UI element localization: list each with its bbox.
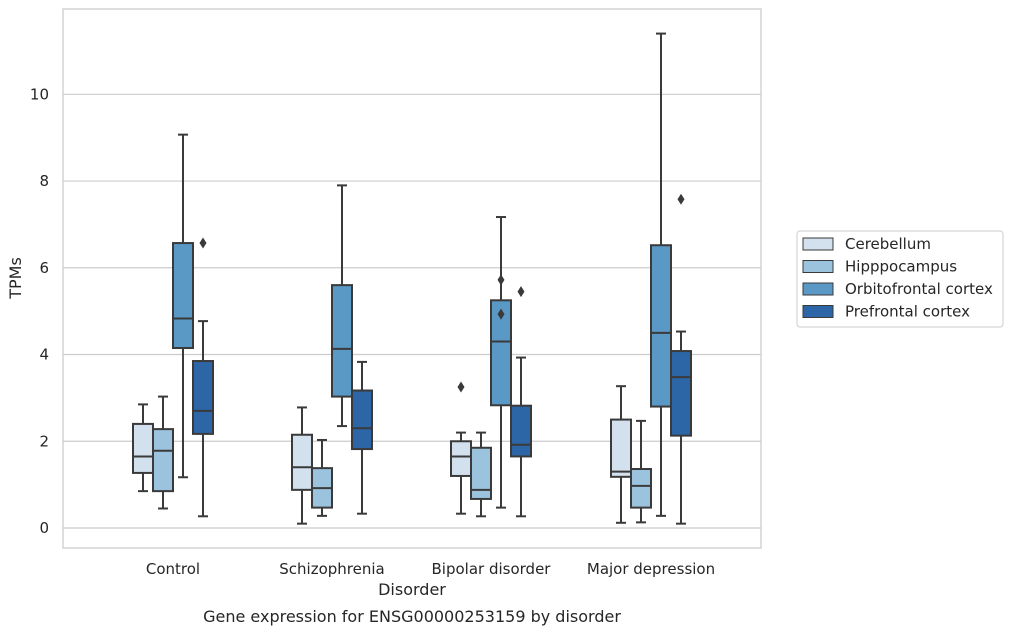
box-body — [152, 428, 174, 493]
legend-label: Hipppocampus — [845, 258, 957, 276]
box-body — [630, 468, 652, 509]
box-body — [351, 389, 373, 451]
box-body — [650, 244, 672, 408]
box-body — [510, 404, 532, 458]
box — [650, 32, 672, 517]
legend-item: Prefrontal cortex — [802, 303, 970, 321]
box — [152, 395, 174, 510]
x-tick-label: Control — [146, 560, 200, 578]
y-tick-label: 4 — [39, 346, 49, 364]
x-tick-label: Schizophrenia — [279, 560, 384, 578]
legend-item: Cerebellum — [802, 235, 931, 253]
box — [490, 216, 512, 509]
box — [351, 360, 373, 515]
series-hipppocampus — [152, 395, 652, 524]
series-prefrontal-cortex — [192, 193, 692, 525]
box — [610, 385, 632, 524]
box — [291, 406, 313, 525]
y-tick-label: 2 — [39, 432, 49, 450]
outlier-point — [677, 193, 685, 205]
box-body — [331, 284, 353, 398]
legend-swatch — [802, 237, 834, 251]
box-body — [470, 446, 492, 500]
box-body — [450, 440, 472, 477]
x-tick-label: Bipolar disorder — [432, 560, 552, 578]
box — [510, 286, 532, 518]
box — [450, 381, 472, 515]
box — [192, 237, 214, 518]
box-body — [670, 350, 692, 437]
legend-item: Orbitofrontal cortex — [802, 280, 993, 298]
outlier-point — [497, 308, 505, 320]
y-tick-label: 10 — [30, 85, 49, 103]
box-body — [291, 433, 313, 491]
series-orbitofrontal-cortex — [172, 32, 672, 517]
y-axis-label: TPMs — [6, 257, 25, 300]
legend-swatch — [802, 260, 834, 273]
legend-swatch — [802, 282, 834, 296]
x-axis-ticks: Control Schizophrenia Bipolar disorder Majo… — [146, 560, 715, 578]
y-tick-label: 8 — [39, 172, 49, 190]
legend-label: Cerebellum — [845, 235, 931, 253]
legend-label: Orbitofrontal cortex — [845, 280, 993, 298]
box — [172, 133, 194, 479]
box — [331, 184, 353, 428]
outlier-point — [497, 274, 505, 286]
box-body — [610, 418, 632, 478]
y-tick-label: 6 — [39, 259, 49, 277]
box — [132, 403, 154, 493]
box — [470, 431, 492, 518]
chart-caption: Gene expression for ENSG00000253159 by d… — [203, 607, 621, 626]
box-body — [490, 299, 512, 407]
box — [311, 438, 333, 517]
legend-item: Hipppocampus — [802, 258, 957, 276]
box-body — [172, 242, 194, 350]
legend-swatch — [802, 305, 834, 318]
outlier-point — [517, 286, 525, 298]
outlier-point — [199, 237, 207, 249]
legend: Cerebellum Hipppocampus Orbitofrontal cort… — [796, 230, 1004, 328]
box — [630, 419, 652, 524]
x-axis-label: Disorder — [378, 580, 446, 599]
legend-label: Prefrontal cortex — [845, 303, 970, 321]
box-body — [132, 422, 154, 474]
x-tick-label: Major depression — [587, 560, 715, 578]
outlier-point — [457, 381, 465, 393]
legend-frame — [796, 230, 1004, 328]
y-axis-ticks: 0 2 4 6 8 10 — [30, 85, 49, 537]
box-series — [132, 32, 692, 525]
box — [670, 193, 692, 525]
box-body — [192, 360, 214, 435]
y-tick-label: 0 — [39, 519, 49, 537]
plot-area — [62, 8, 762, 549]
